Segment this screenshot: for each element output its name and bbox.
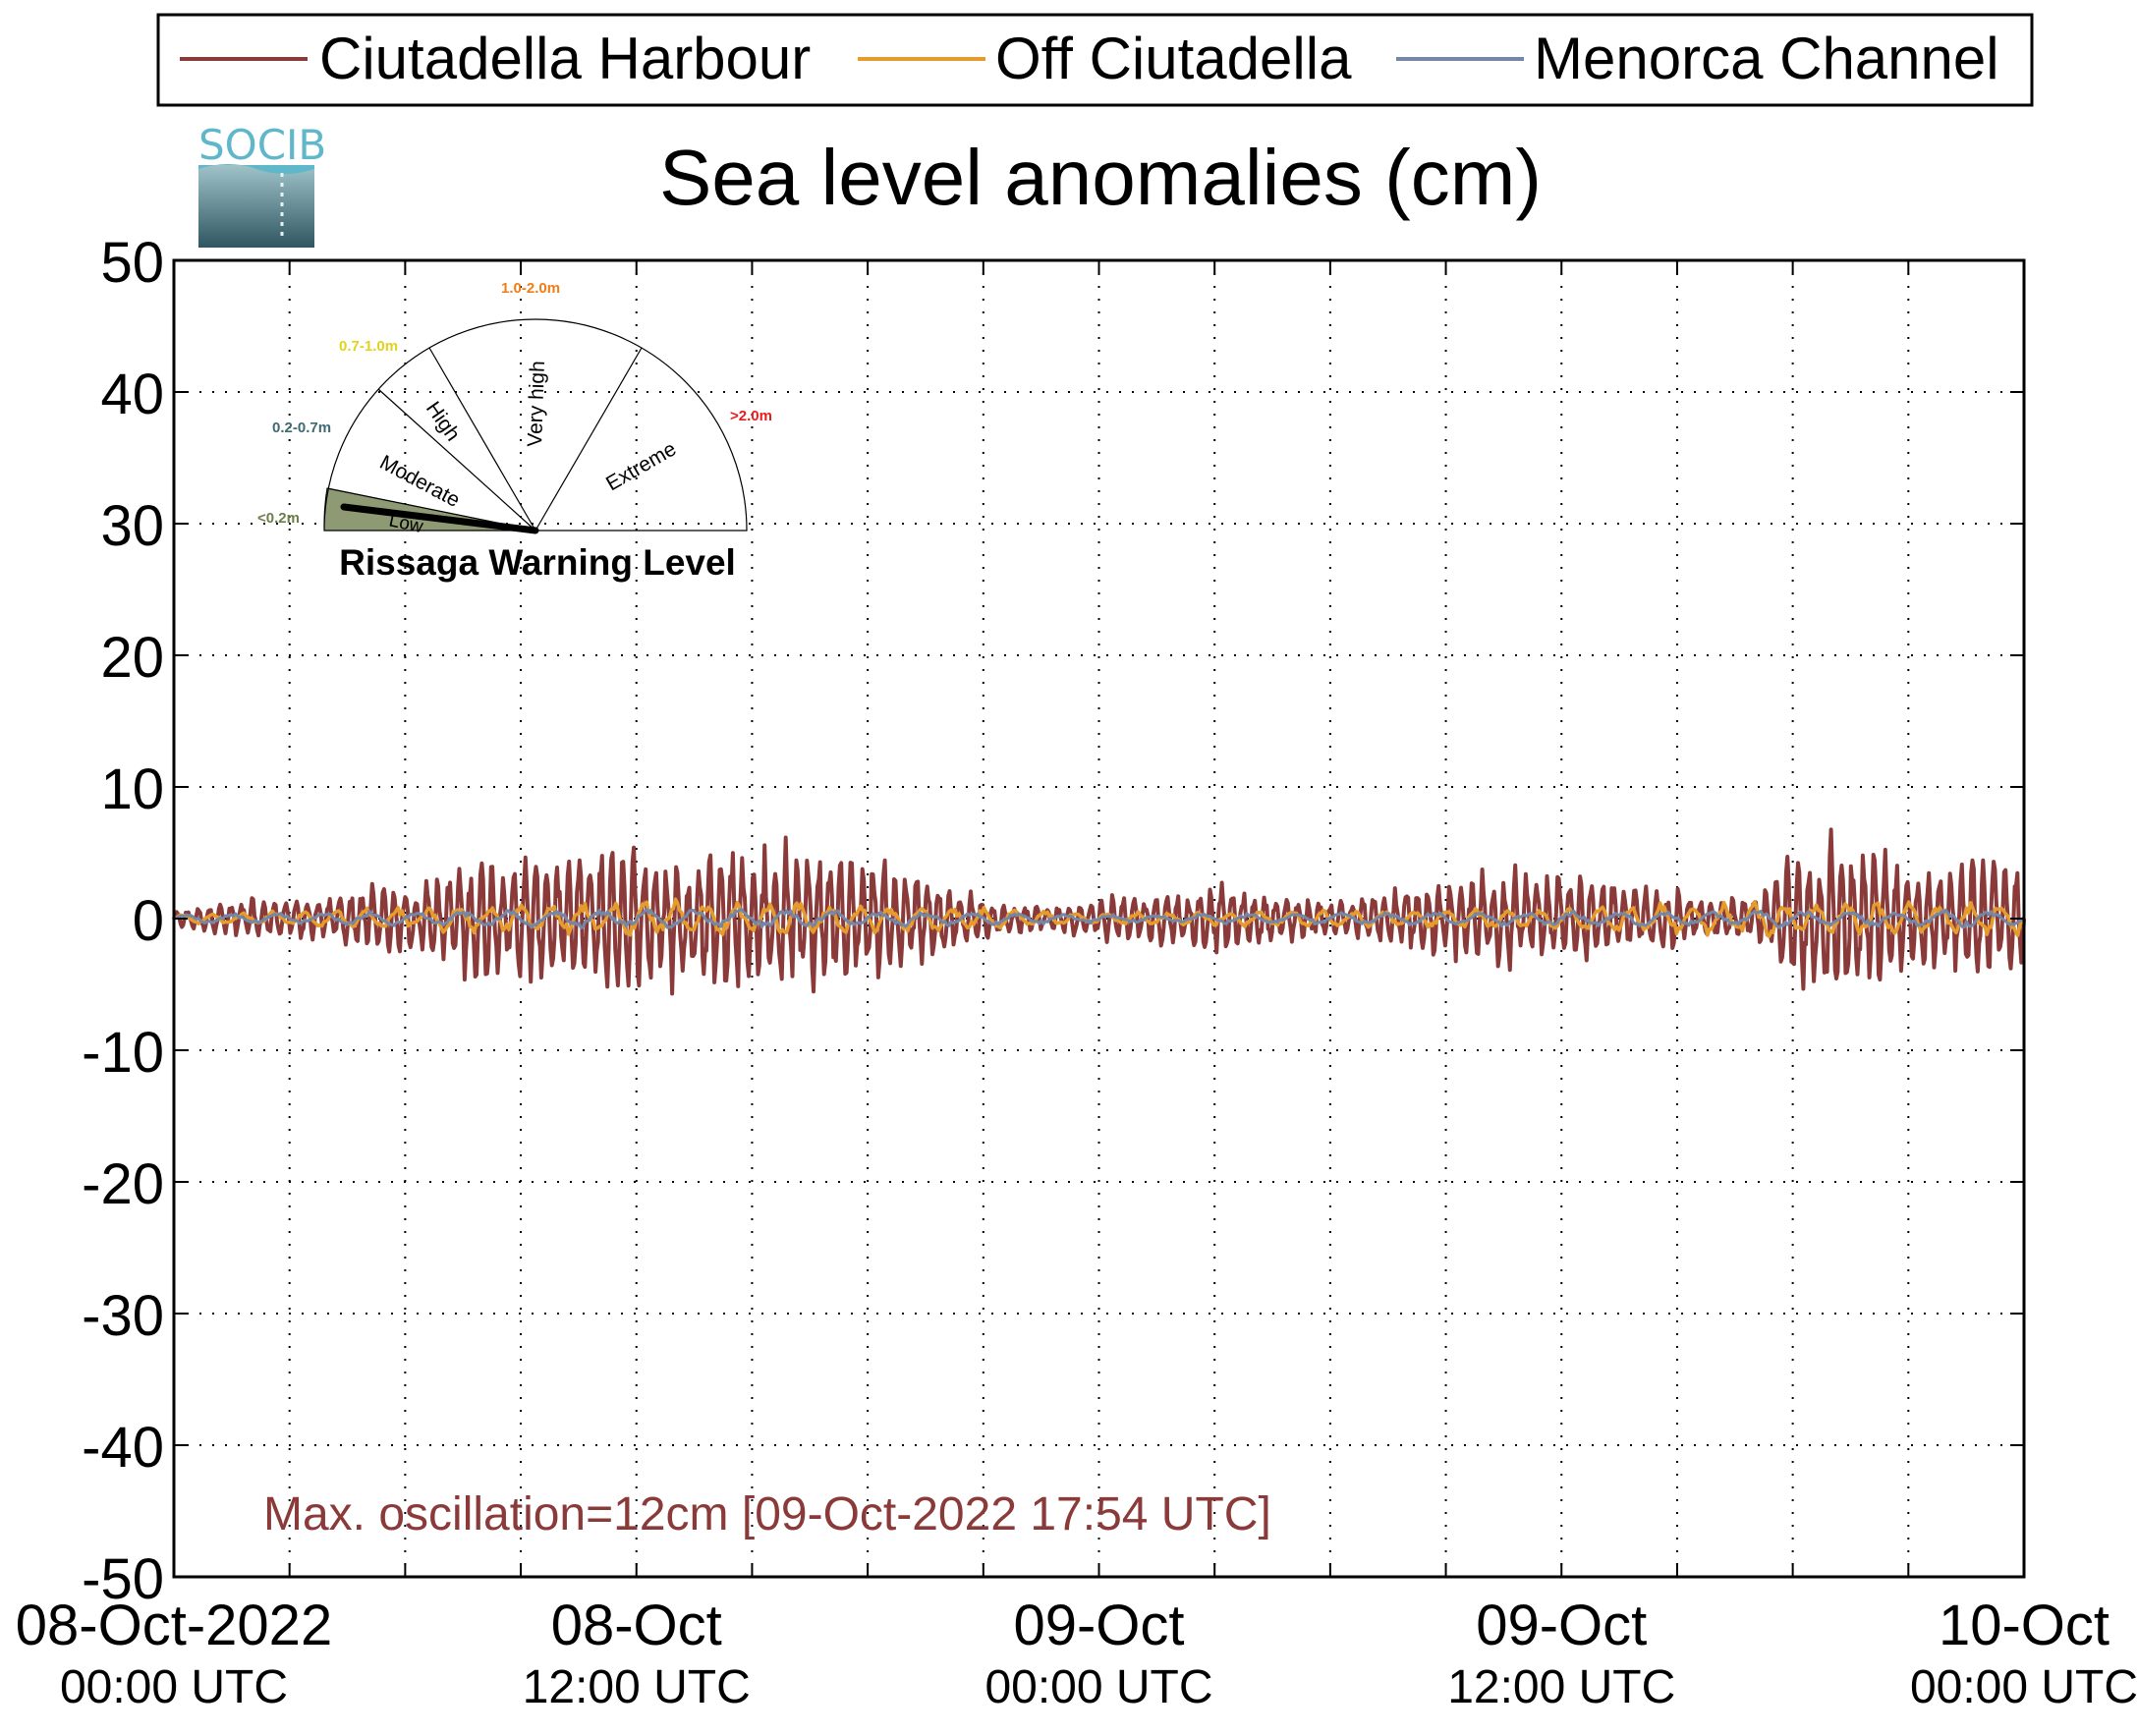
socib-logo: SOCIB — [198, 121, 326, 248]
gauge-needle — [340, 503, 539, 534]
y-tick-label: 10 — [100, 757, 164, 821]
y-tick-label: -10 — [82, 1021, 164, 1085]
gauge-range-low: <0.2m — [257, 510, 300, 527]
legend-label-off-ciutadella: Off Ciutadella — [995, 26, 1352, 91]
chart-title: Sea level anomalies (cm) — [659, 134, 1542, 221]
y-tick-label: -40 — [82, 1416, 164, 1480]
max-oscillation-annotation: Max. oscillation=12cm [09-Oct-2022 17:54… — [263, 1488, 1271, 1540]
y-tick-label: 30 — [100, 494, 164, 558]
x-tick-label-date: 10-Oct — [1939, 1594, 2109, 1657]
legend-label-menorca-channel: Menorca Channel — [1534, 26, 1999, 91]
series-layer — [172, 827, 2026, 996]
gauge-label-very-high: Very high — [524, 361, 549, 447]
gauge-outline — [323, 318, 748, 532]
logo-wave-block — [198, 165, 314, 248]
y-tick-label: -20 — [82, 1152, 164, 1216]
x-tick-label-date: 08-Oct — [551, 1594, 722, 1657]
gauge-range-moderate: 0.2-0.7m — [272, 420, 331, 436]
y-tick-label: 20 — [100, 626, 164, 690]
legend-label-ciutadella-harbour: Ciutadella Harbour — [319, 26, 811, 91]
y-tick-label: 40 — [100, 363, 164, 426]
gauge-range-extreme: >2.0m — [730, 408, 772, 424]
legend: Ciutadella Harbour Off Ciutadella Menorc… — [156, 13, 2034, 107]
logo-wave-icon — [198, 164, 314, 174]
x-tick-label-time: 00:00 UTC — [60, 1661, 288, 1713]
y-tick-label: 0 — [133, 889, 164, 953]
y-axis: 50 40 30 20 10 0 -10 -20 -30 -40 -50 — [82, 231, 2024, 1611]
x-tick-label-time: 00:00 UTC — [1910, 1661, 2137, 1713]
x-tick-label-date: 09-Oct — [1013, 1594, 1184, 1657]
x-tick-label-time: 12:00 UTC — [523, 1661, 751, 1713]
y-tick-label: 50 — [100, 231, 164, 295]
x-tick-label-date: 08-Oct-2022 — [16, 1594, 332, 1657]
gauge-range-very-high: 1.0-2.0m — [501, 280, 560, 297]
series-line-menorca-channel — [173, 907, 2026, 929]
x-tick-label-date: 09-Oct — [1476, 1594, 1647, 1657]
gauge-title: Rissaga Warning Level — [339, 542, 736, 583]
gauge-divider-high — [428, 347, 536, 532]
x-tick-label-time: 12:00 UTC — [1447, 1661, 1675, 1713]
logo-text: SOCIB — [198, 121, 326, 169]
gauge-divider-very-high — [534, 347, 643, 532]
y-tick-label: -50 — [82, 1547, 164, 1611]
y-tick-label: -30 — [82, 1284, 164, 1348]
gauge-divider-moderate — [377, 388, 536, 532]
x-tick-label-time: 00:00 UTC — [984, 1661, 1212, 1713]
legend-frame — [156, 13, 2034, 107]
gauge-range-high: 0.7-1.0m — [339, 338, 398, 355]
